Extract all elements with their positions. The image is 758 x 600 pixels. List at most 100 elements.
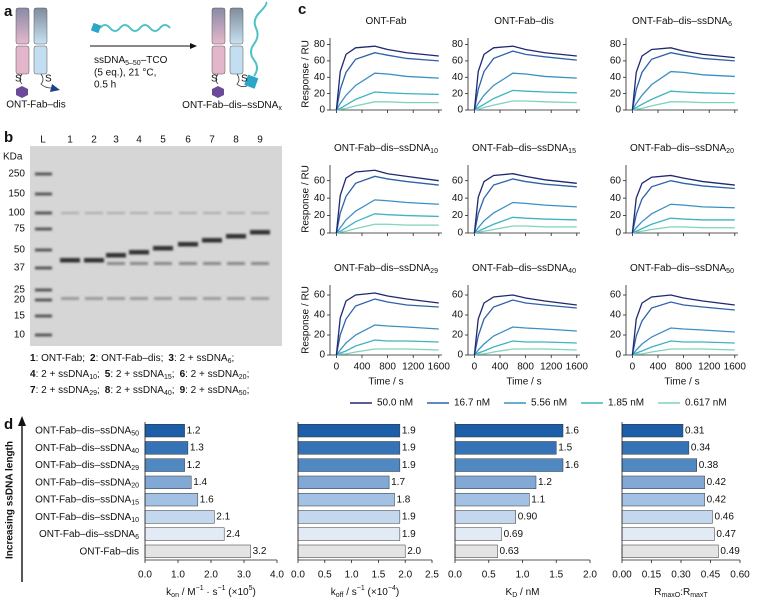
category-label: ONT-Fab–dis–ssDNA6 [39, 529, 139, 542]
legend-label: 50.0 nM [377, 398, 413, 409]
text-part: : 2 + ssDNA [36, 385, 90, 396]
gel-band [60, 258, 80, 263]
gel-band-faint [203, 297, 221, 300]
y-tick-label: 80 [610, 39, 622, 50]
y-tick-label: 60 [610, 175, 622, 186]
y-tick-label: 40 [452, 193, 464, 204]
x-tick-label: 0.45 [701, 570, 721, 581]
panel-label: b [4, 129, 13, 146]
x-tick-label: 0.30 [671, 570, 691, 581]
y-tick-label: 20 [610, 210, 622, 221]
text-part: ONT-Fab–dis–ssDNA [630, 143, 726, 154]
value-label: 1.2 [538, 477, 552, 488]
text-part: ONT-Fab–dis–ssDNA [35, 443, 131, 454]
x-tick-label: 1200 [402, 362, 425, 373]
axes [329, 165, 442, 234]
gel-band [84, 258, 104, 263]
sensorgram [631, 174, 735, 234]
y-tick-label: 20 [452, 88, 464, 99]
x-tick-label: 0.00 [612, 570, 632, 581]
value-label: 1.6 [200, 494, 214, 505]
legend-label: 1.85 nM [608, 398, 644, 409]
text-part: / s [343, 587, 356, 598]
text-part: ) [396, 587, 399, 598]
text-sub: 20 [726, 148, 734, 155]
text-part: 7 [30, 385, 36, 396]
x-axis-label: koff / s−1 (×10−4) [331, 585, 399, 599]
text-part: 5 [105, 369, 111, 380]
text-part: ONT-Fab–dis–ssDNA [35, 512, 131, 523]
text-part: R [654, 587, 661, 598]
text-part: ONT-Fab–dis [494, 16, 553, 27]
text-part: k [331, 587, 337, 598]
y-tick-label: 20 [610, 330, 622, 341]
bar [144, 423, 185, 438]
sensorgram [335, 292, 439, 356]
sensorgram [631, 327, 735, 356]
y-tick-label: 60 [314, 175, 326, 186]
text-sub: 6 [135, 534, 139, 541]
marker-label: 250 [8, 169, 25, 180]
y-tick-label: 0 [457, 350, 463, 361]
value-label: 0.49 [720, 546, 740, 557]
bar [621, 544, 719, 559]
text-part: ONT-Fab–dis–ssDNA [182, 100, 278, 111]
sensorgram [474, 348, 577, 356]
text-super: −1 [196, 585, 204, 592]
ladder-band [35, 192, 52, 196]
gel-band-faint [179, 297, 197, 300]
text-part: · s [204, 587, 218, 598]
bar [144, 475, 192, 490]
y-axis-label: Response / RU [301, 40, 312, 108]
sulfur: S [241, 74, 248, 85]
ladder-band [35, 298, 52, 302]
bar [297, 475, 390, 490]
text-part: ONT-Fab–dis–ssDNA [39, 529, 135, 540]
x-tick-label: 4.0 [270, 570, 284, 581]
text-part: : 2 + ssDNA [110, 385, 164, 396]
x-tick-label: 800 [379, 362, 396, 373]
sensorgram [473, 72, 577, 111]
gel-band [250, 230, 270, 235]
x-tick-label: 1600 [566, 362, 589, 373]
y-tick-label: 0 [615, 350, 621, 361]
gel-band-faint [154, 212, 172, 214]
bar [144, 458, 185, 472]
value-label: 1.9 [402, 529, 416, 540]
sensorgram [473, 326, 577, 356]
marker-label: 37 [14, 263, 26, 274]
gel-band-faint [130, 297, 148, 300]
y-tick-label: 20 [314, 88, 326, 99]
bar [621, 475, 705, 490]
text-sub: 10 [430, 148, 438, 155]
sensorgram [632, 90, 735, 111]
value-label: 0.34 [691, 443, 711, 454]
value-label: 1.9 [402, 425, 416, 436]
value-label: 1.8 [396, 494, 410, 505]
legend-label: 16.7 nM [454, 398, 490, 409]
gel-band-faint [107, 262, 125, 265]
value-label: 1.1 [531, 494, 545, 505]
text-part: : 2 + ssDNA [36, 369, 90, 380]
gel-band-faint [227, 212, 245, 214]
value-label: 0.90 [518, 512, 538, 523]
text-sub: on [171, 592, 179, 599]
text-part: 9 [180, 385, 186, 396]
bar [144, 510, 215, 524]
text-part: : 2 + ssDNA [185, 385, 239, 396]
marker-label: 75 [14, 224, 26, 235]
gel-band [202, 238, 222, 243]
lane-label: 1 [67, 135, 73, 146]
sensorgram [631, 301, 735, 356]
gel-band-faint [130, 212, 148, 214]
gel-legend: 4: 2 + ssDNA10; 5: 2 + ssDNA15; 6: 2 + ssD… [30, 369, 249, 382]
legend-label: 5.56 nM [531, 398, 567, 409]
text-part: ONT-Fab–dis–ssDNA [35, 460, 131, 471]
text-sub: 29 [430, 268, 438, 275]
sensorgram [473, 50, 577, 111]
x-tick-label: 1600 [428, 362, 451, 373]
y-tick-label: 20 [452, 210, 464, 221]
chart-title: ONT-Fab–dis [494, 16, 553, 27]
value-label: 1.6 [565, 460, 579, 471]
value-label: 2.4 [226, 529, 240, 540]
